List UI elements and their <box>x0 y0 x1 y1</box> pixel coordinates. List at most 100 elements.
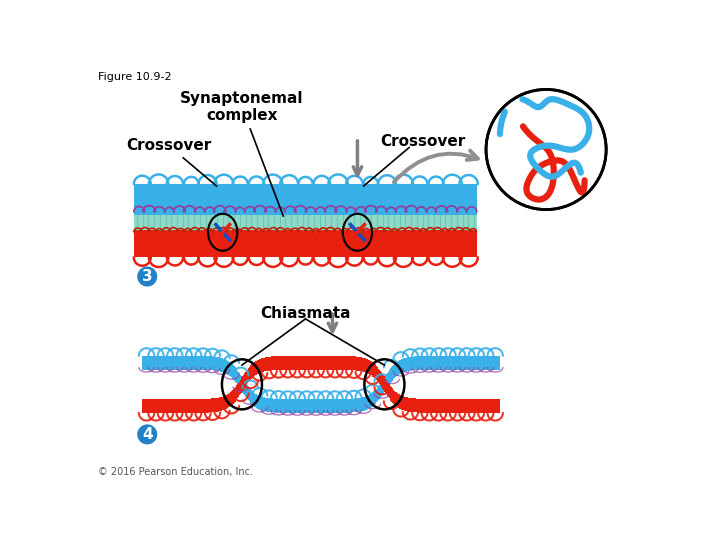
Bar <box>451 356 452 370</box>
Bar <box>179 356 180 370</box>
Bar <box>274 399 275 413</box>
Bar <box>366 396 367 410</box>
Bar <box>280 356 282 370</box>
Bar <box>166 356 167 370</box>
Bar <box>372 363 374 376</box>
Bar <box>443 356 444 370</box>
Bar <box>366 359 367 373</box>
Bar <box>381 372 382 386</box>
Bar <box>183 356 184 370</box>
Bar <box>346 399 347 413</box>
Bar <box>262 358 264 372</box>
Bar <box>378 386 379 400</box>
Bar <box>313 356 315 370</box>
Bar <box>144 356 145 370</box>
Bar <box>423 399 425 413</box>
Bar <box>301 399 302 413</box>
Bar <box>280 399 282 413</box>
Bar <box>444 399 446 413</box>
Bar <box>177 399 178 413</box>
Bar <box>349 356 351 370</box>
Bar <box>215 357 216 370</box>
Bar <box>454 356 456 370</box>
Bar <box>156 399 158 413</box>
Bar <box>425 356 426 370</box>
Bar <box>315 356 316 370</box>
Bar <box>285 399 287 413</box>
Bar <box>230 392 231 406</box>
Bar <box>310 356 312 370</box>
Bar <box>228 361 229 375</box>
Bar <box>284 356 285 370</box>
Bar <box>273 399 274 413</box>
Bar <box>276 399 278 413</box>
Bar <box>241 377 243 392</box>
Bar <box>148 356 150 370</box>
Bar <box>409 357 410 371</box>
Bar <box>354 399 355 413</box>
Bar <box>408 357 409 371</box>
Bar <box>251 390 253 404</box>
Bar <box>208 356 210 370</box>
Bar <box>460 356 462 370</box>
Bar <box>152 399 153 413</box>
Bar <box>220 397 221 411</box>
Bar <box>284 399 286 413</box>
Bar <box>277 399 279 413</box>
Bar <box>175 356 176 370</box>
Bar <box>387 373 388 387</box>
Bar <box>315 399 316 413</box>
Bar <box>244 373 246 387</box>
Bar <box>385 379 387 393</box>
Bar <box>283 356 284 370</box>
Bar <box>426 399 427 413</box>
Text: 4: 4 <box>142 427 153 442</box>
Bar <box>422 356 423 370</box>
Bar <box>314 399 315 413</box>
Bar <box>206 399 207 413</box>
Bar <box>496 399 498 413</box>
Bar <box>241 377 243 391</box>
Bar <box>485 399 486 413</box>
Bar <box>407 397 408 411</box>
Bar <box>485 356 487 370</box>
Bar <box>157 356 158 370</box>
Bar <box>154 399 156 413</box>
Text: Crossover: Crossover <box>380 134 466 149</box>
Bar <box>195 356 196 370</box>
Bar <box>152 356 153 370</box>
Bar <box>450 399 451 413</box>
Bar <box>204 356 206 370</box>
Bar <box>484 399 485 413</box>
Bar <box>346 356 347 370</box>
Bar <box>222 359 224 373</box>
Bar <box>413 399 414 412</box>
Bar <box>225 360 227 374</box>
Bar <box>449 399 450 413</box>
Bar <box>278 399 279 413</box>
Bar <box>288 356 289 370</box>
Bar <box>186 356 187 370</box>
Bar <box>186 399 188 413</box>
Bar <box>492 399 494 413</box>
Bar <box>397 393 398 407</box>
Bar <box>485 356 486 370</box>
Bar <box>384 377 385 391</box>
Bar <box>345 356 346 370</box>
Bar <box>463 356 464 370</box>
Bar <box>383 379 384 393</box>
Bar <box>254 362 256 376</box>
Bar <box>264 357 265 372</box>
Bar <box>296 399 297 413</box>
Bar <box>327 356 328 370</box>
Text: Crossover: Crossover <box>126 138 217 186</box>
Bar <box>389 384 390 399</box>
Bar <box>312 356 314 370</box>
Bar <box>467 399 468 413</box>
Bar <box>354 356 355 370</box>
Bar <box>429 356 431 370</box>
Bar <box>261 358 263 372</box>
Bar <box>259 396 261 410</box>
Bar <box>145 399 147 413</box>
Bar <box>186 399 187 413</box>
